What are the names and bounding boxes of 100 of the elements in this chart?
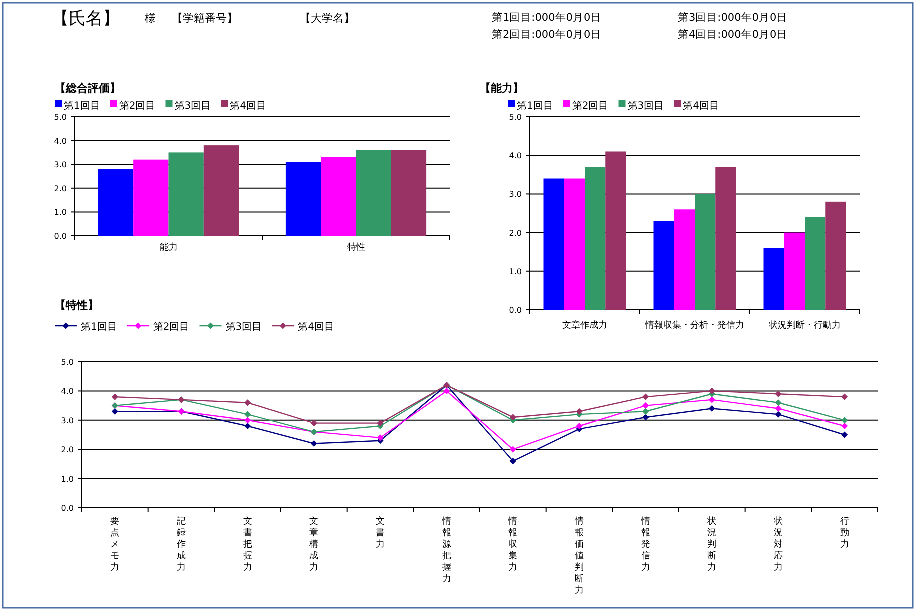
bar (784, 232, 805, 310)
point (310, 420, 318, 427)
text: 【学籍番号】 (172, 12, 238, 25)
x-tick-label: 文章構成力 (310, 516, 319, 573)
legend-label: 第2回目 (153, 321, 190, 333)
bar (391, 150, 427, 236)
x-tick-label: 文書把握力 (243, 516, 252, 573)
point (310, 440, 318, 448)
point (244, 400, 252, 406)
chart-title: 【能力】 (480, 82, 524, 95)
legend-item: 第4回目 (221, 100, 266, 112)
point (708, 405, 716, 412)
legend-item: 第3回目 (200, 322, 262, 333)
x-tick-label: 情報源把握力 (441, 516, 452, 584)
point (576, 422, 583, 430)
bar (564, 178, 585, 310)
point (842, 422, 848, 430)
legend-item: 第3回目 (166, 100, 212, 112)
legend-item: 第2回目 (563, 100, 609, 112)
legend-item: 第3回目 (618, 100, 664, 112)
point (510, 458, 516, 465)
y-tick-label: 5.0 (54, 113, 67, 122)
y-tick-label: 0.0 (54, 232, 67, 241)
point (244, 417, 252, 424)
legend-label: 第3回目 (174, 100, 212, 112)
y-tick-label: 0.0 (509, 306, 522, 315)
point (842, 394, 848, 400)
legend-item: 第1回目 (55, 100, 100, 112)
bar (674, 210, 695, 310)
x-tick-label: 行動力 (840, 516, 850, 550)
text: 【氏名】 (52, 9, 120, 29)
chart-title: 【総合評価】 (55, 82, 121, 95)
legend-label: 第3回目 (226, 321, 262, 333)
y-tick-label: 1.0 (509, 267, 522, 276)
legend-item: 第1回目 (55, 322, 118, 333)
x-tick-label: 情報発信力 (640, 516, 650, 573)
y-tick-label: 3.0 (54, 160, 67, 170)
bar (168, 152, 204, 236)
y-tick-label: 2.0 (509, 228, 522, 238)
x-tick-label: 要点メモ力 (110, 517, 120, 573)
point (775, 405, 782, 412)
point (642, 414, 650, 421)
bar (695, 194, 716, 310)
legend-item: 第2回目 (127, 322, 190, 333)
y-tick-label: 2.0 (61, 446, 74, 455)
legend-label: 第1回目 (81, 321, 118, 333)
bar (321, 157, 356, 236)
point (775, 400, 782, 406)
point (112, 408, 118, 415)
x-tick-label: 能力 (160, 242, 178, 253)
legend-label: 第2回目 (572, 100, 609, 112)
text: 第4回目:000年0月0日 (678, 29, 788, 41)
y-tick-label: 1.0 (54, 208, 67, 218)
y-tick-label: 3.0 (61, 416, 74, 426)
point (708, 396, 716, 404)
point (112, 394, 118, 400)
legend-label: 第1回目 (64, 100, 100, 112)
x-tick-label: 文章作成力 (562, 320, 608, 331)
point (377, 434, 384, 442)
y-tick-label: 4.0 (509, 152, 522, 161)
x-tick-label: 情報価値判断力 (574, 516, 584, 596)
point (708, 388, 716, 394)
point (510, 414, 516, 421)
y-tick-label: 0.0 (61, 504, 74, 513)
point (377, 420, 384, 427)
y-tick-label: 4.0 (61, 387, 74, 396)
text: 第1回目:000年0月0日 (492, 12, 602, 24)
legend-label: 第4回目 (683, 100, 720, 112)
legend-label: 第4回目 (230, 100, 266, 112)
text: 様 (145, 12, 156, 25)
bar (286, 162, 322, 236)
text: 【大学名】 (300, 12, 355, 25)
x-tick-label: 状況対応力 (773, 516, 783, 573)
bar (134, 160, 169, 236)
legend-label: 第3回目 (628, 100, 664, 112)
point (842, 417, 848, 424)
bar (356, 150, 392, 236)
bar (805, 217, 826, 310)
point (244, 422, 252, 430)
legend-item: 第1回目 (508, 100, 554, 112)
x-tick-label: 情報収集力 (508, 516, 518, 573)
bar (98, 169, 134, 236)
point (775, 390, 782, 398)
legend-label: 第4回目 (298, 321, 334, 333)
point (444, 388, 450, 394)
bar (204, 146, 240, 236)
bar (606, 152, 626, 310)
x-tick-label: 記録作成力 (176, 516, 186, 573)
point (642, 408, 650, 415)
bar (716, 167, 736, 310)
x-tick-label: 状況判断力 (706, 516, 717, 573)
point (576, 408, 583, 415)
y-tick-label: 1.0 (61, 474, 74, 484)
legend-item: 第2回目 (110, 100, 156, 112)
point (244, 411, 252, 418)
x-tick-label: 状況判断・行動力 (768, 320, 841, 331)
bar (826, 202, 846, 310)
point (642, 402, 650, 410)
legend-label: 第2回目 (119, 100, 156, 112)
y-tick-label: 5.0 (509, 113, 522, 122)
